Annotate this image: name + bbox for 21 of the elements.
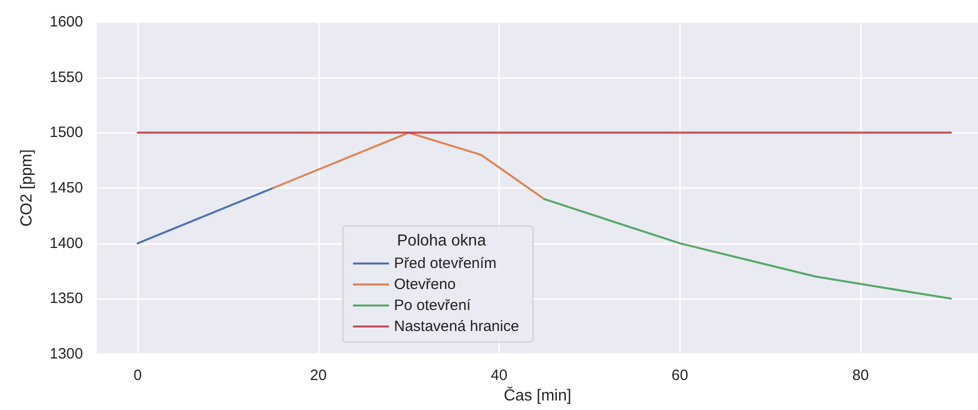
legend-label: Před otevřením — [394, 255, 497, 272]
legend-label: Otevřeno — [394, 276, 456, 293]
y-tick-label: 1300 — [50, 346, 83, 362]
x-axis-title: Čas [min] — [504, 386, 572, 404]
x-tick-label: 80 — [852, 367, 869, 384]
y-tick-label: 1350 — [50, 290, 83, 308]
x-tick-label: 0 — [133, 367, 142, 384]
legend-title: Poloha okna — [397, 232, 486, 250]
y-tick-label: 1500 — [50, 124, 83, 142]
y-tick-label: 1600 — [50, 14, 83, 30]
y-tick-label: 1550 — [50, 68, 83, 86]
legend-label: Po otevření — [394, 297, 472, 314]
x-tick-label: 40 — [490, 367, 508, 384]
legend-label: Nastavená hranice — [394, 318, 520, 335]
x-tick-label: 20 — [310, 367, 327, 384]
y-tick-label: 1450 — [50, 180, 83, 196]
y-axis-title: CO2 [ppm] — [18, 149, 36, 227]
x-tick-label: 60 — [671, 367, 688, 384]
line-series — [272, 132, 546, 200]
line-series — [543, 198, 952, 300]
y-tick-label: 1400 — [50, 234, 83, 252]
